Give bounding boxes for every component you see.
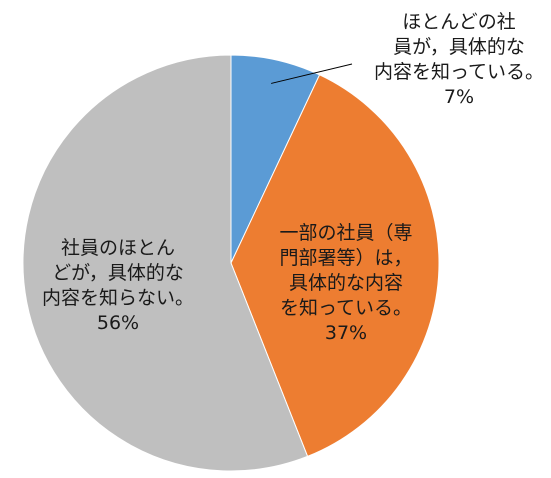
slice-label-2-line-0: 社員のほとん [61,237,175,259]
pie-labels: ほとんどの社員が，具体的な内容を知っている。 7% 一部の社員（専門部署等）は， 具体… [42,11,544,344]
slice-label-2-line-2: 内容を知らない。 [42,287,194,309]
leader-line-slice-0 [271,63,353,84]
slice-label-0: ほとんどの社員が，具体的な内容を知っている。 7% [374,11,544,108]
slice-label-1: 一部の社員（専門部署等）は， 具体的な内容を知っている。 37% [279,222,412,344]
slice-label-2-line-3: 56% [97,312,139,334]
pie-slices [22,54,440,472]
pie-slice-1 [230,74,440,458]
slice-label-0-line-2: 内容を知っている。 [374,61,544,83]
slice-label-1-line-2: 具体的な内容 [289,272,403,294]
slice-label-2-line-1: どが，具体的な [52,262,184,284]
slice-label-1-line-0: 一部の社員（専 [279,222,412,244]
slice-label-1-line-3: を知っている。 [280,297,412,319]
pie-slice-2 [22,54,309,472]
slice-label-2: 社員のほとんどが，具体的な内容を知らない。 56% [42,237,194,334]
slice-label-0-line-3: 7% [444,86,474,108]
slice-label-0-line-1: 員が，具体的な [393,36,525,58]
slice-label-0-line-0: ほとんどの社 [402,11,515,33]
slice-label-1-line-1: 門部署等）は， [279,247,412,269]
slice-label-1-line-4: 37% [325,322,367,344]
